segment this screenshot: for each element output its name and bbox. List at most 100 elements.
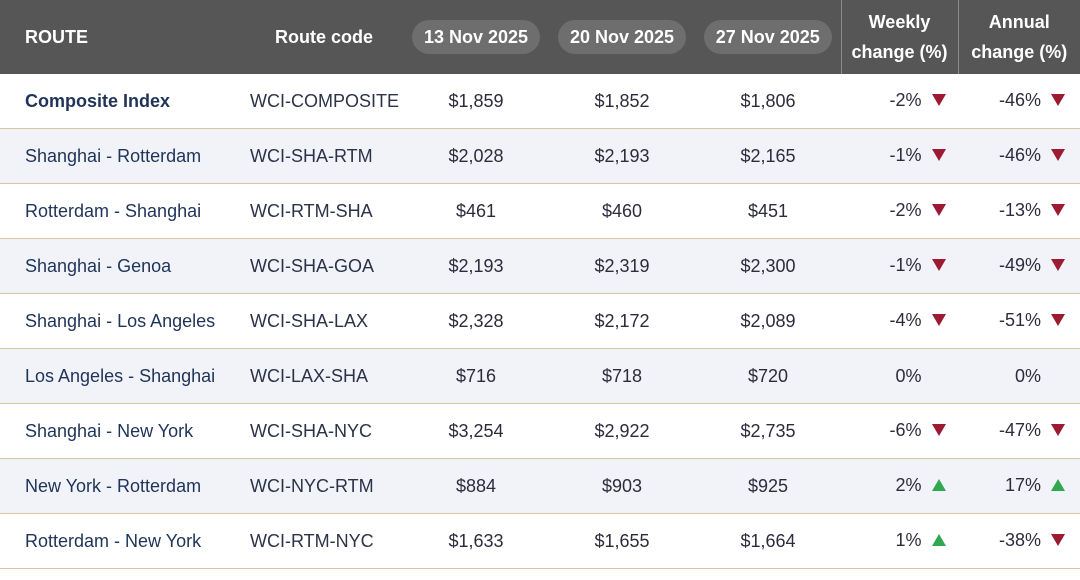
arrow-down bbox=[1051, 148, 1065, 161]
value-cell: $720 bbox=[695, 348, 841, 404]
arrow-down bbox=[931, 203, 946, 216]
value-cell: $2,328 bbox=[403, 293, 549, 349]
value-cell: 0% bbox=[958, 348, 1080, 404]
arrow-shape bbox=[1051, 313, 1065, 326]
code-cell: WCI-SHA-NYC bbox=[250, 403, 403, 459]
value-cell: $2,300 bbox=[695, 238, 841, 294]
value-cell: $925 bbox=[695, 458, 841, 514]
change-value: -49% bbox=[998, 255, 1041, 276]
header-cell: Route code bbox=[250, 0, 403, 74]
header-cell: 13 Nov 2025 bbox=[403, 0, 549, 74]
arrow-down bbox=[931, 423, 946, 436]
code-cell: WCI-NYC-RTM bbox=[250, 458, 403, 514]
value-cell: 0% bbox=[841, 348, 958, 404]
arrow-shape bbox=[931, 533, 946, 546]
arrow-shape bbox=[931, 423, 946, 436]
arrow-down bbox=[931, 93, 946, 106]
route-cell: Los Angeles - Shanghai bbox=[0, 348, 250, 404]
arrow-slot bbox=[1041, 311, 1075, 332]
arrow-shape bbox=[931, 258, 946, 271]
value-cell: $2,165 bbox=[695, 128, 841, 184]
change-value: 0% bbox=[895, 365, 922, 386]
arrow-slot bbox=[1041, 201, 1075, 222]
arrow-slot bbox=[1041, 421, 1075, 442]
arrow-down bbox=[1051, 258, 1065, 271]
arrow-slot bbox=[1041, 91, 1075, 112]
table-row: Shanghai - New York WCI-SHA-NYC $3,254 $2,9… bbox=[0, 403, 1080, 459]
value-cell: $2,319 bbox=[549, 238, 695, 294]
value-cell: 1% bbox=[841, 513, 958, 569]
header-cell: 20 Nov 2025 bbox=[549, 0, 695, 74]
value-cell: $716 bbox=[403, 348, 549, 404]
change-value: -38% bbox=[998, 530, 1041, 551]
header-cell: Annual change (%) bbox=[957, 0, 1080, 74]
arrow-slot bbox=[1041, 256, 1075, 277]
code-cell: WCI-LAX-SHA bbox=[250, 348, 403, 404]
code-cell: WCI-SHA-GOA bbox=[250, 238, 403, 294]
arrow-shape bbox=[1051, 423, 1065, 436]
value-cell: $2,028 bbox=[403, 128, 549, 184]
value-cell: $2,193 bbox=[549, 128, 695, 184]
value-cell: -1% bbox=[841, 128, 958, 184]
change-value: 17% bbox=[1004, 475, 1041, 496]
route-cell: Rotterdam - Shanghai bbox=[0, 183, 250, 239]
date-pill: 20 Nov 2025 bbox=[557, 20, 687, 54]
change-value: 1% bbox=[895, 530, 922, 551]
code-cell: WCI-SHA-LAX bbox=[250, 293, 403, 349]
change-value: -6% bbox=[889, 420, 922, 441]
arrow-shape bbox=[931, 478, 946, 491]
table-row: Rotterdam - Shanghai WCI-RTM-SHA $461 $460 $… bbox=[0, 183, 1080, 239]
arrow-down bbox=[1051, 533, 1065, 546]
value-cell: -47% bbox=[958, 403, 1080, 459]
value-cell: -6% bbox=[841, 403, 958, 459]
arrow-shape bbox=[931, 93, 946, 106]
value-cell: $2,735 bbox=[695, 403, 841, 459]
value-cell: $461 bbox=[403, 183, 549, 239]
value-cell: -1% bbox=[841, 238, 958, 294]
value-cell: $460 bbox=[549, 183, 695, 239]
date-pill: 13 Nov 2025 bbox=[411, 20, 541, 54]
table-row: New York - Rotterdam WCI-NYC-RTM $884 $903 $… bbox=[0, 458, 1080, 514]
value-cell: -4% bbox=[841, 293, 958, 349]
value-cell: -46% bbox=[958, 74, 1080, 129]
date-pill: 27 Nov 2025 bbox=[703, 20, 832, 54]
value-cell: -51% bbox=[958, 293, 1080, 349]
change-value: 2% bbox=[895, 475, 922, 496]
route-cell: New York - Rotterdam bbox=[0, 458, 250, 514]
value-cell: $2,089 bbox=[695, 293, 841, 349]
arrow-slot bbox=[1041, 531, 1075, 552]
route-cell: Rotterdam - New York bbox=[0, 513, 250, 569]
route-cell: Composite Index bbox=[0, 74, 250, 129]
value-cell: $1,859 bbox=[403, 74, 549, 129]
arrow-up bbox=[931, 533, 946, 546]
table-body: Composite Index WCI-COMPOSITE $1,859 $1,852… bbox=[0, 74, 1080, 569]
value-cell: 2% bbox=[841, 458, 958, 514]
route-cell: Shanghai - Los Angeles bbox=[0, 293, 250, 349]
code-cell: WCI-SHA-RTM bbox=[250, 128, 403, 184]
table-row: Shanghai - Genoa WCI-SHA-GOA $2,193 $2,319 $… bbox=[0, 238, 1080, 294]
change-value: -51% bbox=[998, 310, 1041, 331]
value-cell: $1,655 bbox=[549, 513, 695, 569]
value-cell: $884 bbox=[403, 458, 549, 514]
arrow-shape bbox=[1051, 478, 1065, 491]
change-value: -1% bbox=[889, 255, 922, 276]
change-value: -2% bbox=[889, 200, 922, 221]
code-cell: WCI-RTM-SHA bbox=[250, 183, 403, 239]
value-cell: $1,852 bbox=[549, 74, 695, 129]
value-cell: $1,806 bbox=[695, 74, 841, 129]
value-cell: $451 bbox=[695, 183, 841, 239]
arrow-shape bbox=[1051, 258, 1065, 271]
change-value: -13% bbox=[998, 200, 1041, 221]
header-cell: 27 Nov 2025 bbox=[695, 0, 841, 74]
change-value: -46% bbox=[998, 145, 1041, 166]
arrow-slot bbox=[922, 91, 956, 112]
value-cell: $2,193 bbox=[403, 238, 549, 294]
arrow-slot bbox=[922, 311, 956, 332]
change-value: -1% bbox=[889, 145, 922, 166]
arrow-slot bbox=[922, 256, 956, 277]
change-value: -46% bbox=[998, 90, 1041, 111]
route-cell: Shanghai - New York bbox=[0, 403, 250, 459]
arrow-down bbox=[1051, 313, 1065, 326]
